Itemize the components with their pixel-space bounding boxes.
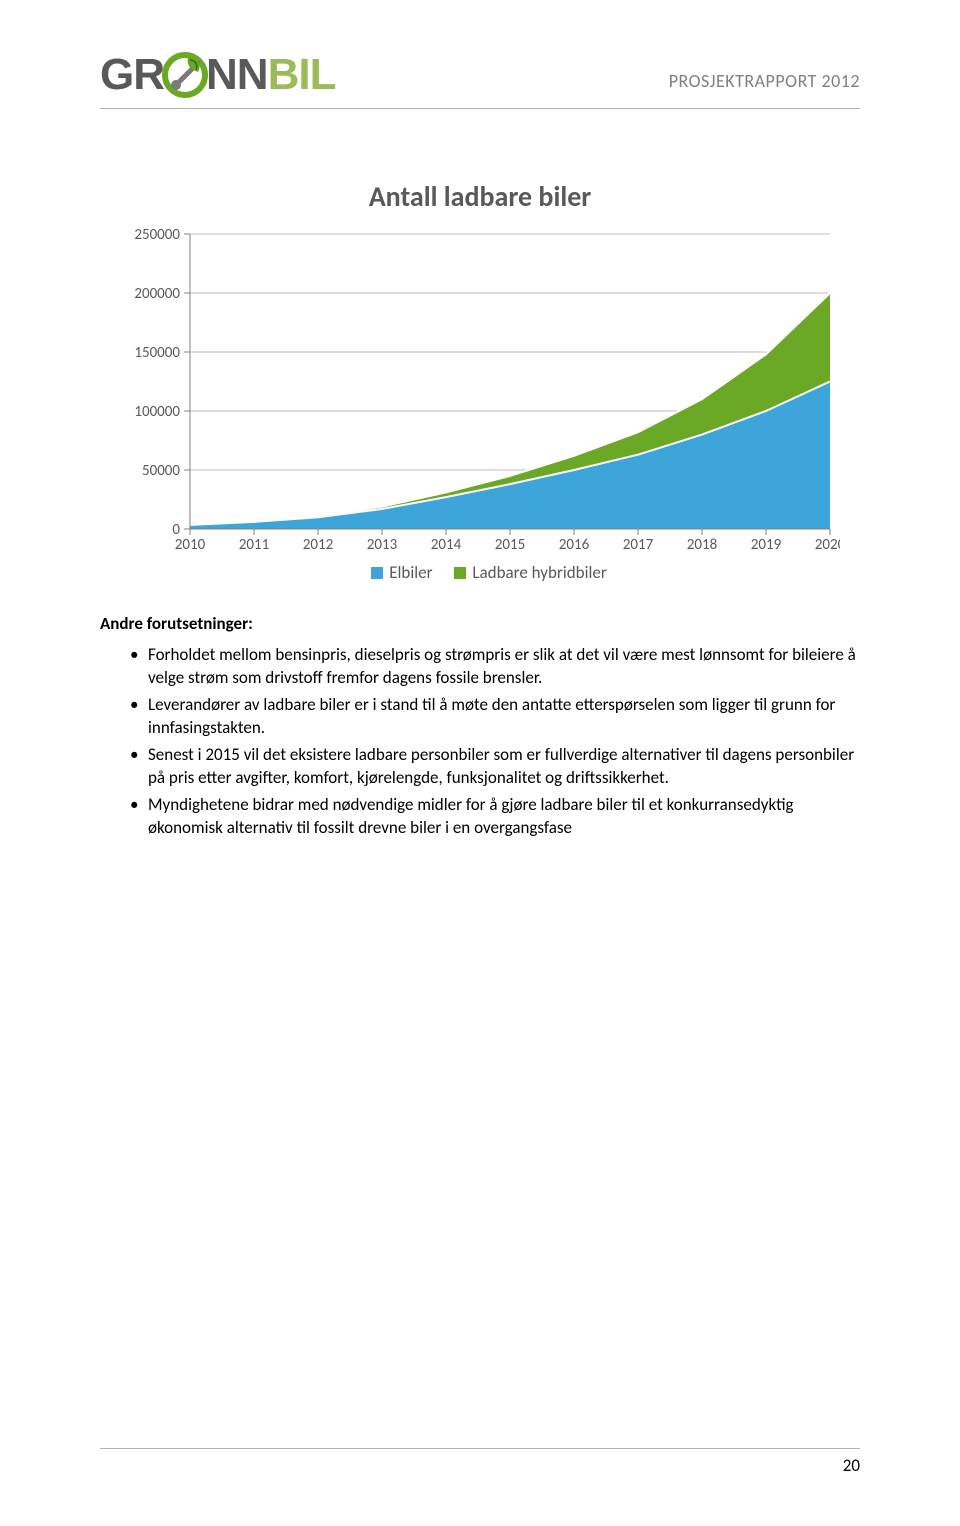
logo-bil: BIL: [268, 50, 336, 100]
svg-text:2016: 2016: [559, 536, 590, 554]
body-text: Andre forutsetninger: Forholdet mellom b…: [100, 613, 860, 840]
svg-text:100000: 100000: [134, 403, 180, 421]
svg-text:2019: 2019: [751, 536, 782, 554]
footer-divider: [100, 1448, 860, 1449]
legend-label-hybrid: Ladbare hybridbiler: [472, 562, 606, 583]
svg-text:2018: 2018: [687, 536, 717, 554]
chart-legend: Elbiler Ladbare hybridbiler: [100, 562, 860, 583]
page-header: GR NN BIL PROSJEKTRAPPORT 2012: [100, 50, 860, 100]
svg-text:2012: 2012: [303, 536, 333, 554]
legend-swatch-elbiler: [371, 567, 383, 579]
svg-text:2020: 2020: [815, 536, 840, 554]
bullet-list: Forholdet mellom bensinpris, dieselpris …: [100, 644, 860, 840]
report-label: PROSJEKTRAPPORT 2012: [669, 50, 860, 92]
section-heading: Andre forutsetninger:: [100, 613, 860, 634]
svg-text:2010: 2010: [175, 536, 206, 554]
header-divider: [100, 108, 860, 109]
logo-nn: NN: [206, 50, 268, 100]
bullet-item: Leverandører av ladbare biler er i stand…: [130, 694, 860, 740]
bullet-item: Myndighetene bidrar med nødvendige midle…: [130, 794, 860, 840]
svg-text:2014: 2014: [431, 536, 462, 554]
page: GR NN BIL PROSJEKTRAPPORT 2012 Antall la…: [0, 0, 960, 1526]
svg-text:2015: 2015: [495, 536, 525, 554]
legend-swatch-hybrid: [454, 567, 466, 579]
logo-gr: GR: [100, 50, 164, 100]
chart-container: Antall ladbare biler 0500001000001500002…: [100, 179, 860, 583]
svg-text:2011: 2011: [239, 536, 269, 554]
chart-title: Antall ladbare biler: [100, 179, 860, 214]
logo-text: GR NN BIL: [100, 50, 335, 100]
svg-text:50000: 50000: [142, 462, 180, 480]
area-chart: 0500001000001500002000002500002010201120…: [120, 224, 840, 554]
leaf-icon: [162, 52, 208, 98]
logo: GR NN BIL: [100, 50, 335, 100]
bullet-item: Forholdet mellom bensinpris, dieselpris …: [130, 644, 860, 690]
svg-text:2017: 2017: [623, 536, 654, 554]
legend-label-elbiler: Elbiler: [389, 562, 432, 583]
page-number: 20: [100, 1455, 860, 1476]
svg-text:2013: 2013: [367, 536, 398, 554]
page-footer: 20: [100, 1448, 860, 1476]
svg-text:150000: 150000: [134, 344, 180, 362]
svg-text:250000: 250000: [134, 226, 180, 244]
bullet-item: Senest i 2015 vil det eksistere ladbare …: [130, 744, 860, 790]
svg-text:200000: 200000: [134, 285, 180, 303]
